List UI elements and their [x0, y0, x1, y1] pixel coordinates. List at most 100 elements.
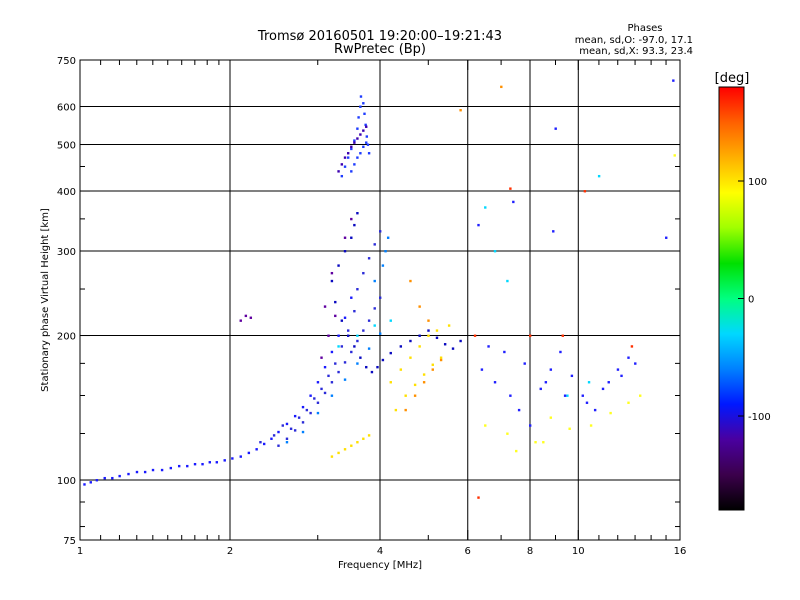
data-point — [363, 112, 366, 115]
data-point — [330, 394, 334, 397]
data-point — [561, 334, 564, 337]
data-point — [346, 334, 350, 337]
data-point — [309, 411, 312, 415]
data-point — [285, 422, 289, 426]
data-point — [365, 141, 368, 144]
data-point — [313, 397, 316, 400]
data-point — [193, 462, 197, 466]
data-point — [370, 370, 374, 374]
data-point — [356, 156, 359, 159]
data-point — [427, 334, 430, 337]
data-point — [500, 85, 503, 89]
data-point — [272, 434, 276, 437]
data-point — [346, 156, 350, 159]
data-point — [337, 451, 340, 455]
data-point — [431, 368, 434, 371]
data-point — [509, 394, 512, 397]
data-point — [208, 461, 211, 464]
phase-stats-heading: Phases — [627, 23, 662, 34]
data-point — [215, 461, 219, 464]
data-point — [327, 334, 330, 337]
data-point — [362, 271, 365, 275]
data-point — [367, 319, 371, 322]
data-point — [593, 408, 597, 412]
data-point — [346, 329, 350, 332]
data-point — [353, 139, 356, 142]
colorbar-tick-label: 0 — [748, 295, 754, 306]
data-point — [343, 236, 347, 239]
grid-lines — [80, 60, 680, 540]
data-point — [337, 345, 340, 348]
data-point — [367, 257, 371, 260]
data-point — [356, 212, 359, 215]
colorbar-tick-label: -100 — [748, 412, 771, 423]
data-point — [186, 464, 189, 468]
data-point — [566, 394, 569, 397]
data-point — [473, 334, 477, 337]
data-point — [309, 394, 312, 397]
data-point — [356, 362, 359, 365]
data-point — [563, 394, 567, 397]
data-point — [477, 496, 480, 499]
data-point — [366, 143, 370, 146]
data-point — [337, 370, 340, 374]
data-point — [334, 362, 337, 365]
data-point — [365, 125, 368, 128]
data-point — [389, 319, 392, 322]
data-point — [427, 329, 430, 332]
data-point — [389, 351, 392, 355]
data-point — [359, 105, 362, 108]
data-point — [418, 334, 421, 337]
data-point — [350, 350, 353, 354]
data-point — [255, 448, 258, 451]
data-point — [503, 350, 506, 354]
data-point — [431, 363, 434, 366]
data-point — [399, 345, 403, 348]
data-point — [365, 365, 368, 369]
data-point — [549, 416, 553, 419]
data-point — [389, 381, 392, 384]
data-point — [409, 356, 412, 359]
data-point — [544, 381, 548, 384]
data-point — [379, 332, 382, 335]
data-point — [552, 230, 555, 233]
data-point — [320, 356, 323, 359]
data-point — [515, 449, 518, 453]
data-point — [509, 187, 512, 190]
data-point — [353, 223, 356, 227]
data-point — [443, 343, 447, 346]
data-point — [365, 135, 369, 138]
data-point — [330, 381, 334, 384]
data-point — [356, 441, 359, 444]
data-point — [601, 387, 605, 391]
data-point — [350, 444, 353, 447]
data-point — [356, 137, 359, 140]
scatter-points — [83, 79, 676, 499]
colorbar-tick-label: 100 — [748, 177, 767, 188]
data-point — [305, 408, 309, 412]
data-point — [327, 374, 330, 378]
data-point — [247, 451, 251, 455]
data-point — [559, 350, 562, 354]
data-point — [381, 358, 385, 362]
data-point — [609, 411, 612, 415]
data-point — [367, 434, 371, 437]
x-tick-label: 2 — [227, 546, 233, 557]
data-point — [277, 444, 280, 447]
data-point — [459, 339, 462, 343]
data-point — [353, 141, 356, 144]
data-point — [337, 264, 340, 267]
data-point — [422, 373, 426, 376]
data-point — [297, 416, 301, 419]
x-tick-label: 4 — [377, 546, 383, 557]
data-point — [301, 405, 305, 409]
data-point — [353, 309, 356, 313]
data-point — [323, 391, 327, 395]
data-point — [323, 365, 327, 369]
data-point — [404, 408, 407, 412]
data-point — [493, 250, 497, 253]
data-point — [334, 314, 337, 318]
data-point — [356, 127, 359, 130]
y-tick-label: 75 — [63, 536, 76, 547]
